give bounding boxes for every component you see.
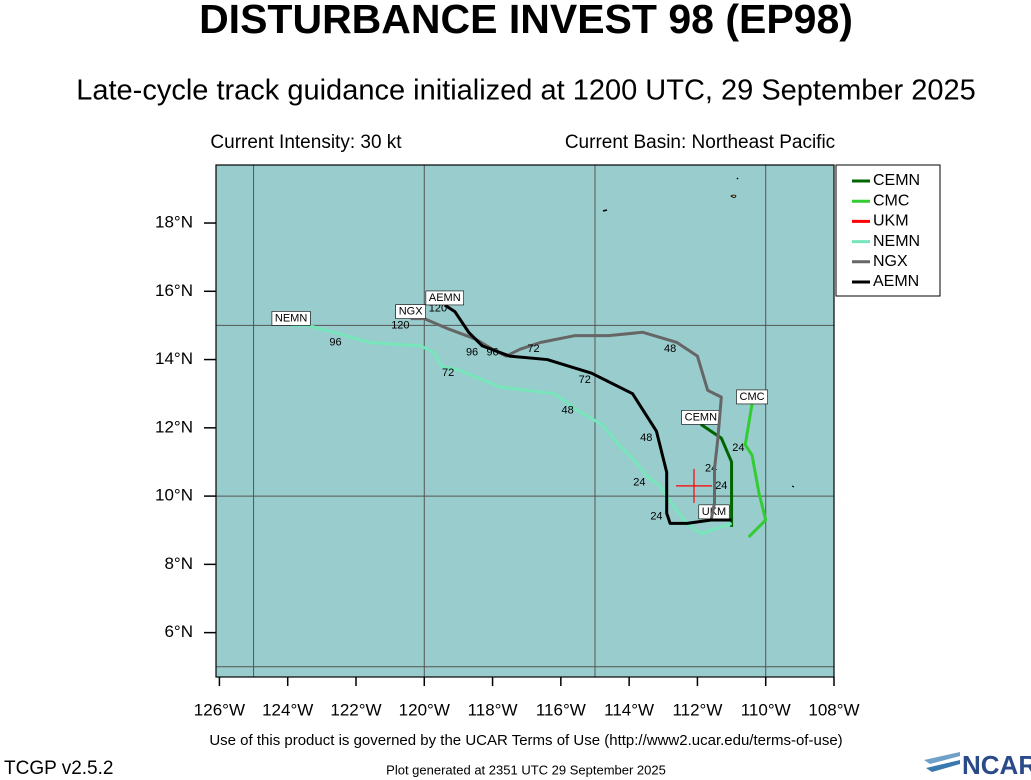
- y-tick-label: 8°N: [164, 554, 193, 573]
- basin: Current Basin: Northeast Pacific: [565, 132, 835, 153]
- hour-label: 96: [486, 347, 498, 359]
- logo: NCAR: [924, 750, 1031, 780]
- hour-label: 96: [466, 347, 478, 359]
- logo-mark: [924, 752, 960, 764]
- track: [743, 403, 768, 539]
- track-label-text: NEMN: [275, 312, 307, 324]
- subtitle: Late-cycle track guidance initialized at…: [76, 75, 976, 107]
- track-label-text: NGX: [399, 306, 424, 318]
- hour-label: 24: [732, 442, 744, 454]
- track-label-text: CMC: [740, 391, 765, 403]
- hour-label: 120: [391, 319, 409, 331]
- y-tick-label: 16°N: [155, 281, 193, 300]
- y-tick-label: 10°N: [155, 486, 193, 505]
- track-label-box: [425, 290, 464, 306]
- track-label: NEMN: [271, 311, 311, 326]
- track-label-text: CEMN: [685, 411, 717, 423]
- track: [443, 303, 732, 525]
- hour-label: 48: [640, 432, 652, 444]
- legend-label: CMC: [873, 192, 909, 209]
- track-label-text: AEMN: [429, 292, 461, 304]
- x-tick-label: 114°W: [604, 700, 654, 719]
- x-tick-label: 108°W: [808, 700, 859, 719]
- y-tick-label: 18°N: [155, 213, 193, 232]
- map: 126°W 124°W 122°W 120°W 118°W 116°W 114°W 112°W…: [155, 164, 860, 719]
- intensity: Current Intensity: 30 kt: [210, 132, 402, 153]
- ocean: [216, 165, 834, 677]
- track-label-box: [395, 304, 426, 319]
- legend-label: NEMN: [873, 233, 920, 250]
- logo-mark: [926, 760, 960, 772]
- island: [736, 177, 739, 180]
- terms: Use of this product is governed by the U…: [209, 732, 842, 749]
- x-tick-label: 120°W: [399, 700, 450, 719]
- legend-label: CEMN: [873, 172, 920, 189]
- track-label: CMC: [736, 389, 768, 405]
- track-label: CEMN: [681, 410, 721, 425]
- legend-label: NGX: [873, 253, 908, 270]
- x-tick-label: 118°W: [468, 700, 518, 719]
- hour-label: 72: [442, 367, 454, 379]
- y-tick-label: 12°N: [155, 417, 193, 436]
- legend-label: UKM: [873, 213, 909, 230]
- logo-text: NCAR: [962, 750, 1031, 780]
- map-frame: [215, 164, 835, 678]
- hour-label: 24: [650, 510, 662, 522]
- hour-label: 24: [715, 480, 727, 492]
- legend-box: [835, 164, 941, 297]
- generated: Plot generated at 2351 UTC 29 September …: [386, 762, 666, 777]
- hour-label: 72: [527, 343, 539, 355]
- x-tick-label: 126°W: [194, 700, 245, 719]
- hour-label: 96: [329, 336, 341, 348]
- hour-label: 48: [664, 343, 676, 355]
- x-tick-label: 112°W: [672, 700, 722, 719]
- y-tick-label: 14°N: [155, 349, 193, 368]
- hour-label: 24: [633, 476, 645, 488]
- hour-label: 72: [579, 374, 591, 386]
- version: TCGP v2.5.2: [4, 758, 113, 779]
- track-label: NGX: [395, 304, 426, 319]
- hour-label: 120: [429, 302, 447, 314]
- track: [291, 323, 733, 536]
- x-tick-label: 110°W: [741, 700, 791, 719]
- legend: CEMN CMC UKM NEMN NGX AEMN: [835, 164, 941, 297]
- track-label: AEMN: [425, 290, 464, 306]
- track-label-box: [736, 389, 768, 405]
- hour-label: 48: [562, 405, 574, 417]
- title: DISTURBANCE INVEST 98 (EP98): [199, 0, 853, 42]
- track-point: [676, 468, 713, 503]
- x-tick-label: 124°W: [262, 700, 313, 719]
- x-tick-label: 116°W: [536, 700, 586, 719]
- track-label-box: [271, 311, 311, 326]
- x-tick-label: 122°W: [330, 700, 381, 719]
- island: [791, 485, 795, 488]
- island: [602, 209, 608, 212]
- y-tick-label: 6°N: [164, 622, 193, 641]
- legend-label: AEMN: [873, 273, 919, 290]
- island: [730, 194, 737, 198]
